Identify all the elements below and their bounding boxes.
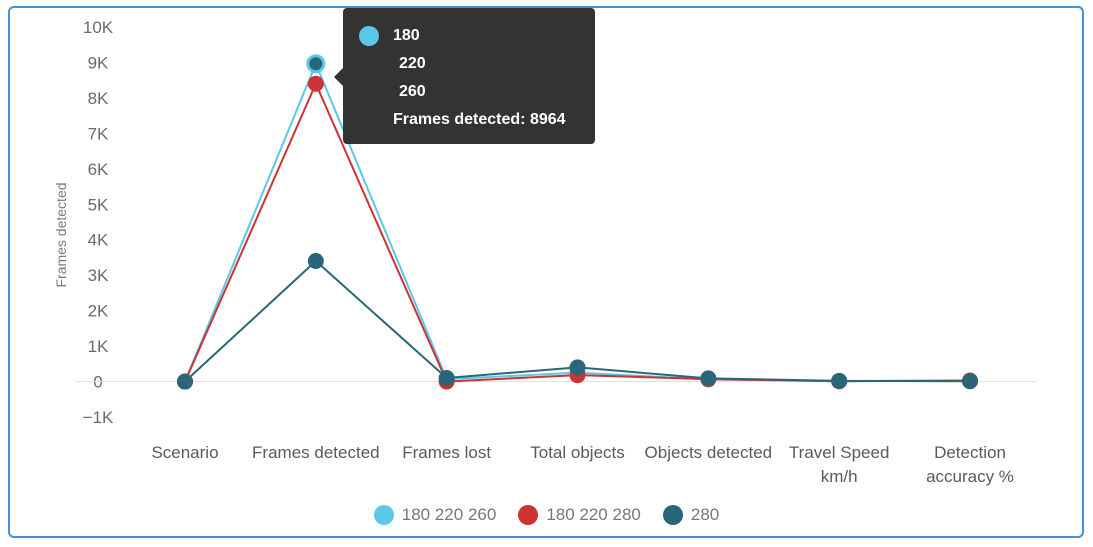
x-axis-labels: Scenario Frames detected Frames lost Total … xyxy=(151,443,1013,486)
y-tick-label: 10K xyxy=(83,18,114,37)
data-point[interactable] xyxy=(306,54,326,74)
y-tick-label: 3K xyxy=(88,266,109,285)
y-tick-label: 1K xyxy=(88,337,109,356)
y-tick-label: 5K xyxy=(88,195,109,214)
legend-marker-icon xyxy=(518,505,539,525)
tooltip-row-1: 180 xyxy=(359,22,579,50)
series-points[interactable] xyxy=(177,54,978,390)
x-tick-label: Travel Speed km/h xyxy=(789,443,889,486)
tooltip-row-2: 220 xyxy=(359,50,579,78)
y-tick-label: 6K xyxy=(88,160,109,179)
y-tick-label: 9K xyxy=(88,53,109,72)
data-point[interactable] xyxy=(307,253,324,269)
y-tick-label: −1K xyxy=(83,408,114,427)
x-tick-label: Frames lost xyxy=(402,443,491,462)
tooltip-summary: Frames detected: 8964 xyxy=(393,111,566,128)
chart-legend: 180 220 260 180 220 280 280 xyxy=(0,505,1093,525)
data-point[interactable] xyxy=(700,370,717,387)
y-tick-label: 2K xyxy=(88,302,109,321)
legend-item-series-3[interactable]: 280 xyxy=(662,505,720,525)
y-tick-label: 4K xyxy=(88,231,109,250)
legend-label: 180 220 280 xyxy=(546,505,641,524)
y-axis-title: Frames detected xyxy=(53,182,69,287)
tooltip-line-1: 180 xyxy=(393,27,420,44)
tooltip-line-2: 220 xyxy=(399,55,426,72)
x-tick-label: Objects detected xyxy=(645,443,773,462)
x-tick-label: Frames detected xyxy=(252,443,380,462)
tooltip-row-3: 260 xyxy=(359,78,579,106)
data-tooltip: 180 220 260 Frames detected: 8964 xyxy=(334,8,595,144)
y-tick-label: 8K xyxy=(88,89,109,108)
data-point[interactable] xyxy=(177,373,193,390)
data-point[interactable] xyxy=(438,370,455,386)
legend-marker-icon xyxy=(373,505,394,525)
y-tick-label: 7K xyxy=(88,124,109,143)
tooltip-line-3: 260 xyxy=(399,83,426,100)
x-tick-label: Scenario xyxy=(151,443,218,462)
legend-marker-icon xyxy=(662,505,683,525)
x-tick-label: Detection accuracy % xyxy=(926,443,1014,486)
legend-label: 180 220 260 xyxy=(401,505,497,524)
data-point[interactable] xyxy=(962,373,978,390)
tooltip-summary-row: Frames detected: 8964 xyxy=(359,106,579,134)
data-point[interactable] xyxy=(831,372,848,389)
legend-item-series-1[interactable]: 180 220 260 xyxy=(373,505,497,525)
x-tick-label: Total objects xyxy=(530,443,625,462)
data-point[interactable] xyxy=(569,359,586,376)
data-point[interactable] xyxy=(307,75,324,92)
legend-label: 280 xyxy=(690,505,720,524)
tooltip-series-dot xyxy=(359,26,379,46)
legend-item-series-2[interactable]: 180 220 280 xyxy=(518,505,641,525)
